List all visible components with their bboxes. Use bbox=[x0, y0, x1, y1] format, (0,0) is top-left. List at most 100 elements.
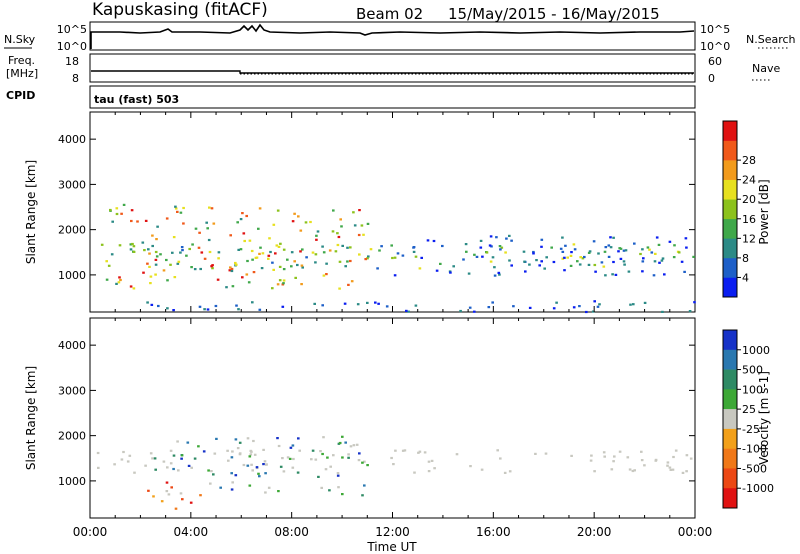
scatter-cell bbox=[479, 239, 483, 242]
scatter-cell bbox=[420, 256, 423, 259]
scatter-cell bbox=[498, 273, 501, 276]
scatter-cell bbox=[569, 254, 573, 257]
scatter-cell bbox=[317, 475, 320, 478]
scatter-cell bbox=[672, 256, 676, 259]
scatter-cell bbox=[378, 249, 381, 252]
scatter-cell bbox=[251, 469, 254, 472]
scatter-cell bbox=[291, 220, 295, 223]
scatter-cell bbox=[403, 449, 407, 452]
scatter-cell bbox=[250, 249, 254, 253]
nsearch-tick-bottom: 10^0 bbox=[700, 40, 730, 53]
scatter-cell bbox=[276, 437, 279, 440]
scatter-cell bbox=[181, 498, 184, 501]
velocity-colorbar-bin bbox=[723, 349, 737, 370]
scatter-cell bbox=[401, 449, 405, 452]
scatter-cell bbox=[488, 244, 492, 247]
scatter-cell bbox=[632, 303, 635, 306]
scatter-cell bbox=[100, 243, 104, 246]
scatter-cell bbox=[97, 466, 100, 469]
scatter-cell bbox=[593, 300, 596, 303]
scatter-cell bbox=[600, 261, 604, 264]
scatter-cell bbox=[459, 309, 462, 313]
scatter-cell bbox=[498, 245, 502, 248]
scatter-cell bbox=[692, 255, 695, 258]
scatter-cell bbox=[685, 454, 689, 457]
scatter-cell bbox=[238, 441, 242, 444]
scatter-cell bbox=[481, 255, 484, 258]
scatter-cell bbox=[412, 250, 416, 253]
scatter-cell bbox=[545, 256, 548, 259]
scatter-cell bbox=[258, 475, 261, 478]
scatter-cell bbox=[655, 236, 659, 239]
power-colorbar-bin bbox=[723, 121, 737, 141]
velocity-x-axis bbox=[89, 318, 696, 518]
scatter-cell bbox=[347, 283, 350, 286]
scatter-cell bbox=[109, 208, 112, 212]
scatter-cell bbox=[570, 454, 573, 457]
power-colorbar-tick-label: 12 bbox=[742, 232, 756, 245]
scatter-cell bbox=[441, 244, 444, 248]
power-colorbar-bin bbox=[723, 140, 737, 161]
nsky-tick-top: 10^5 bbox=[57, 23, 87, 36]
scatter-cell bbox=[337, 235, 341, 239]
scatter-cell bbox=[156, 225, 159, 228]
scatter-cell bbox=[248, 239, 252, 242]
scatter-cell bbox=[122, 203, 126, 206]
scatter-cell bbox=[131, 242, 134, 246]
scatter-cell bbox=[293, 260, 296, 263]
scatter-cell bbox=[231, 481, 234, 484]
scatter-cell bbox=[176, 210, 179, 213]
scatter-cell bbox=[203, 308, 206, 311]
y-tick-label: 4000 bbox=[58, 133, 86, 146]
scatter-cell bbox=[148, 265, 151, 268]
scatter-cell bbox=[391, 256, 394, 260]
scatter-cell bbox=[570, 251, 573, 254]
scatter-cell bbox=[491, 256, 495, 259]
scatter-cell bbox=[130, 209, 134, 212]
freq-tick-top: 18 bbox=[65, 55, 79, 68]
scatter-cell bbox=[468, 306, 472, 309]
scatter-cell bbox=[418, 267, 422, 270]
scatter-cell bbox=[576, 260, 579, 263]
velocity-colorbar-bins bbox=[723, 330, 737, 509]
power-ylabel: Slant Range [km] bbox=[24, 160, 38, 264]
scatter-cell bbox=[279, 242, 282, 245]
scatter-cell bbox=[214, 304, 218, 308]
y-tick-label: 1000 bbox=[58, 475, 86, 488]
scatter-cell bbox=[414, 255, 418, 258]
power-colorbar-tick-label: 20 bbox=[742, 193, 756, 206]
scatter-cell bbox=[141, 241, 145, 244]
scatter-cell bbox=[234, 438, 238, 441]
scatter-cell bbox=[252, 271, 256, 274]
scatter-cell bbox=[347, 453, 350, 456]
scatter-cell bbox=[617, 250, 620, 253]
scatter-cell bbox=[235, 304, 238, 307]
scatter-cell bbox=[271, 287, 274, 290]
scatter-cell bbox=[111, 220, 114, 223]
time-tick-label: 20:00 bbox=[577, 525, 612, 539]
scatter-cell bbox=[199, 494, 202, 497]
scatter-cell bbox=[522, 250, 526, 253]
scatter-cell bbox=[341, 493, 344, 496]
scatter-cell bbox=[231, 450, 234, 453]
power-panel: 1000 2000 3000 4000 Slant Range [km] bbox=[24, 111, 696, 314]
scatter-cell bbox=[179, 211, 183, 214]
scatter-cell bbox=[128, 454, 132, 457]
power-colorbar: 4 8 12 16 20 24 28 Power [dB] bbox=[722, 120, 771, 298]
scatter-cell bbox=[380, 245, 383, 248]
scatter-cell bbox=[193, 268, 197, 271]
scatter-cell bbox=[401, 254, 405, 257]
scatter-cell bbox=[563, 269, 566, 272]
scatter-cell bbox=[321, 452, 324, 456]
scatter-cell bbox=[465, 250, 468, 253]
nave-tick-top: 60 bbox=[708, 55, 722, 68]
scatter-cell bbox=[310, 458, 313, 461]
scatter-cell bbox=[657, 243, 661, 246]
scatter-cell bbox=[166, 307, 169, 310]
scatter-cell bbox=[169, 449, 173, 452]
nsearch-label: N.Search bbox=[746, 33, 796, 46]
scatter-cell bbox=[282, 470, 286, 473]
velocity-colorbar-tick-label: -100 bbox=[742, 443, 767, 456]
velocity-panel: 1000 2000 3000 4000 Slant Range [km] bbox=[24, 317, 696, 519]
velocity-colorbar: 1000 500 100 25 -25 -100 -500 -1000 Velocity [m… bbox=[722, 329, 774, 509]
